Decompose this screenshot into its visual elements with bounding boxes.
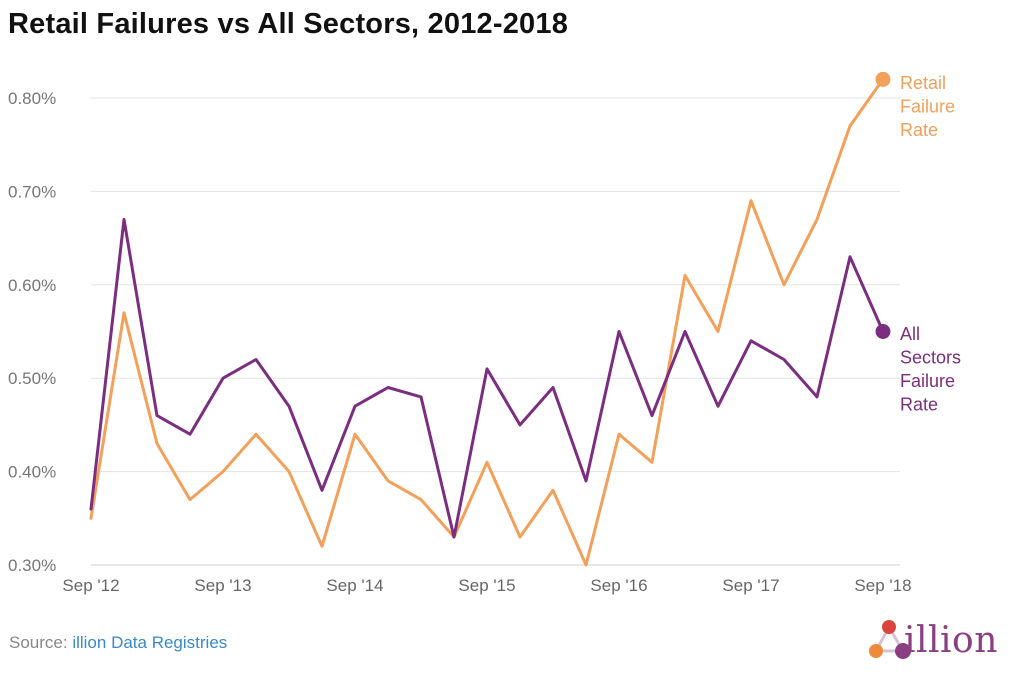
y-tick-label: 0.30% xyxy=(8,556,56,575)
y-tick-label: 0.70% xyxy=(8,182,56,201)
retail-series-label: Retail Failure Rate xyxy=(900,73,955,140)
series-label-line: Rate xyxy=(900,395,938,415)
x-tick-label: Sep '14 xyxy=(326,576,383,595)
line-chart: 0.30% 0.40% 0.50% 0.60% 0.70% 0.80% Sep '12 Sep… xyxy=(8,71,961,595)
x-tick-label: Sep '16 xyxy=(590,576,647,595)
source-prefix: Source: xyxy=(9,633,68,652)
x-tick-label: Sep '17 xyxy=(722,576,779,595)
series-label-line: All xyxy=(900,324,920,344)
series-label-line: Rate xyxy=(900,120,938,140)
series-label-line: Failure xyxy=(900,371,955,391)
all-sectors-end-marker xyxy=(875,324,891,339)
series-label-line: Sectors xyxy=(900,348,961,368)
retail-end-marker xyxy=(875,71,891,87)
x-tick-label: Sep '13 xyxy=(194,576,251,595)
x-tick-label: Sep '15 xyxy=(458,576,515,595)
source-link[interactable]: illion Data Registries xyxy=(72,633,228,652)
y-tick-label: 0.50% xyxy=(8,369,56,388)
x-tick-label: Sep '12 xyxy=(62,576,119,595)
source-note: Source: illion Data Registries xyxy=(9,633,227,653)
series-label-line: Failure xyxy=(900,97,955,117)
y-tick-label: 0.40% xyxy=(8,463,56,482)
x-tick-label: Sep '18 xyxy=(854,576,911,595)
logo-text: illion xyxy=(904,620,998,661)
chart-title: Retail Failures vs All Sectors, 2012-201… xyxy=(8,8,569,40)
y-tick-label: 0.80% xyxy=(8,89,56,108)
series-label-line: Retail xyxy=(900,73,946,93)
all-sectors-series-label: All Sectors Failure Rate xyxy=(900,324,961,415)
y-tick-label: 0.60% xyxy=(8,276,56,295)
all-sectors-failure-line xyxy=(89,217,885,539)
illion-logo-icon xyxy=(869,620,911,659)
retail-failure-line xyxy=(89,77,885,567)
